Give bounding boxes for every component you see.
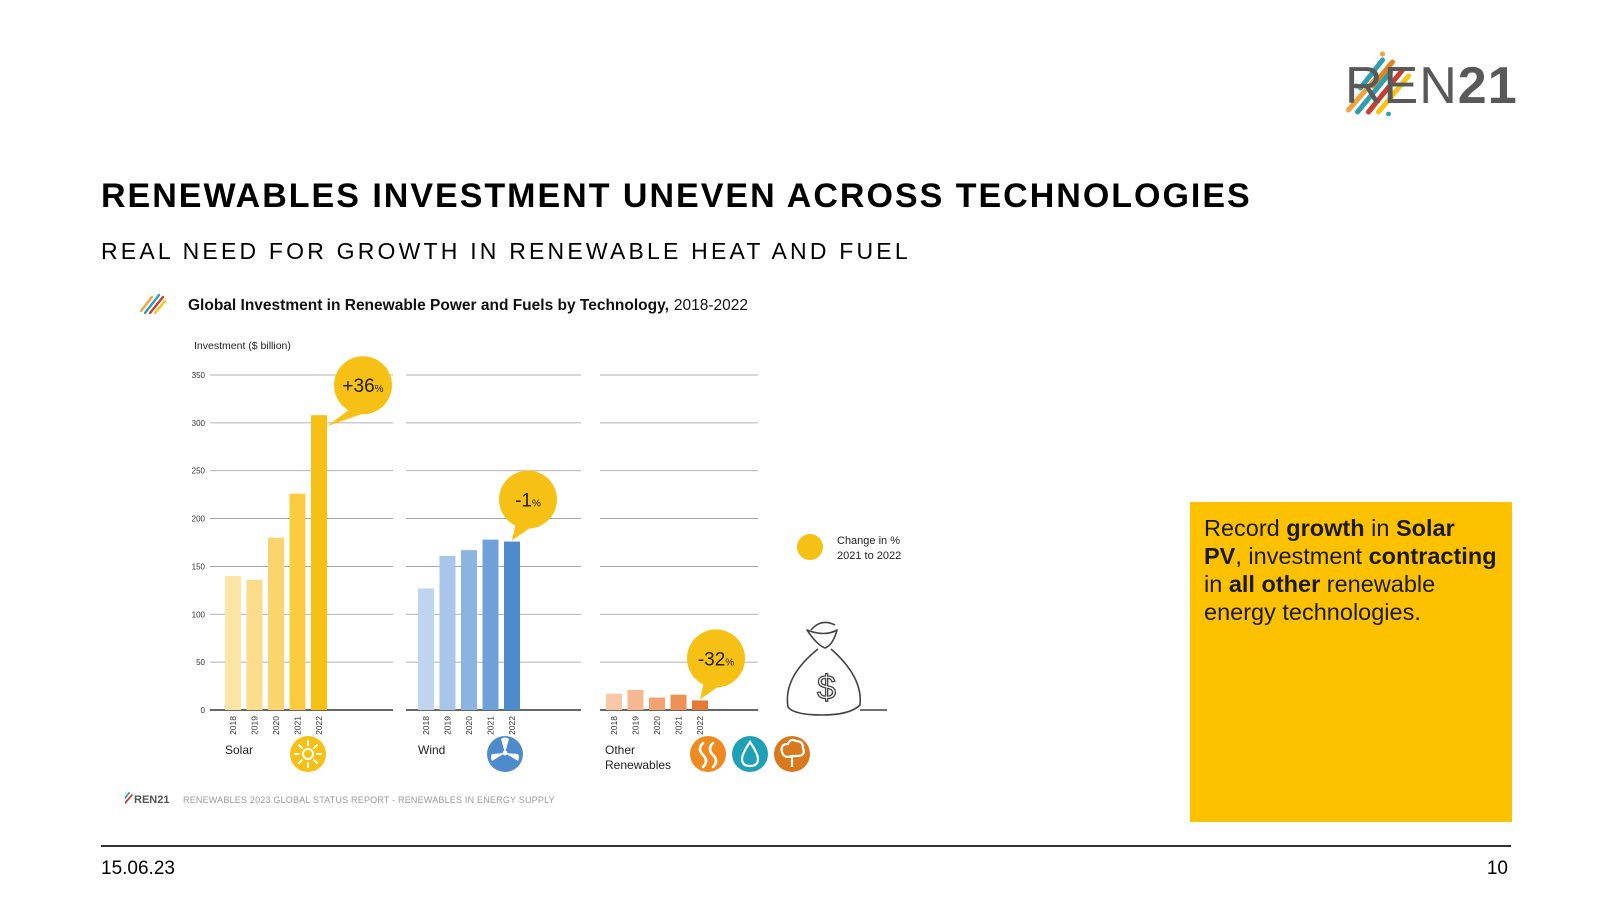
x-tick-label: 2018 [421, 716, 431, 735]
x-tick-label: 2021 [486, 716, 496, 735]
bar-solar-2018 [225, 576, 241, 710]
y-tick-label: 300 [192, 419, 206, 428]
x-tick-label: 2022 [314, 716, 324, 735]
slide-subtitle: REAL NEED FOR GROWTH IN RENEWABLE HEAT A… [101, 238, 911, 264]
bar-solar-2022 [311, 415, 327, 710]
chart-title: Global Investment in Renewable Power and… [188, 297, 748, 314]
bar-solar-2019 [246, 579, 263, 710]
source-text: RENEWABLES 2023 GLOBAL STATUS REPORT - R… [183, 795, 555, 805]
bar-wind-2022 [504, 541, 520, 710]
bar-solar-2020 [268, 537, 284, 710]
x-tick-label: 2019 [443, 716, 453, 735]
y-tick-label: 200 [192, 515, 206, 524]
y-tick-label: 0 [201, 706, 206, 715]
x-tick-label: 2018 [609, 716, 619, 735]
y-tick-label: 100 [192, 610, 206, 619]
x-tick-label: 2022 [507, 716, 517, 735]
group-label-solar: Solar [225, 743, 253, 757]
y-tick-label: 250 [192, 467, 206, 476]
sun-icon [290, 736, 326, 772]
bar-wind-2021 [482, 539, 499, 710]
change-label-solar: +36% [342, 376, 383, 397]
bar-other-2022 [692, 700, 708, 710]
x-tick-label: 2022 [695, 716, 705, 735]
y-axis-label: Investment ($ billion) [194, 340, 291, 352]
heat-icon [690, 736, 726, 772]
legend-marker [797, 534, 823, 560]
key-finding-callout: Record growth in Solar PV, investment co… [1190, 502, 1512, 822]
group-label-wind: Wind [418, 743, 445, 757]
x-tick-label: 2020 [464, 716, 474, 735]
wind-turbine-icon [487, 736, 523, 772]
ren21-logo-text: REN21 [1345, 57, 1518, 115]
biomass-icon [774, 736, 810, 772]
y-tick-label: 50 [196, 658, 205, 667]
source-logo-icon [125, 792, 133, 804]
svg-text:$: $ [817, 669, 836, 707]
source-logo-text: REN21 [134, 794, 169, 806]
change-bubble-solar [334, 356, 392, 415]
investment-bar-chart: Global Investment in Renewable Power and… [125, 293, 901, 806]
page-number: 10 [1486, 858, 1508, 879]
ren21-logo-icon [1346, 51, 1411, 116]
change-bubble-other [687, 629, 745, 688]
water-drop-icon [732, 736, 768, 772]
change-bubble-wind [499, 470, 557, 529]
change-label-other: -32% [698, 649, 734, 670]
legend-line-2: 2021 to 2022 [837, 550, 901, 562]
bar-wind-2020 [461, 550, 477, 710]
footer-date: 15.06.23 [101, 858, 175, 879]
x-tick-label: 2021 [674, 716, 684, 735]
bar-other-2021 [670, 694, 687, 710]
footer-divider [101, 845, 1511, 847]
chart-title-icon [139, 293, 167, 315]
change-label-wind: -1% [515, 491, 541, 512]
slide-title: RENEWABLES INVESTMENT UNEVEN ACROSS TECH… [101, 177, 1252, 215]
x-tick-label: 2019 [631, 716, 641, 735]
x-tick-label: 2019 [250, 716, 260, 735]
y-tick-label: 350 [192, 371, 206, 380]
bar-other-2018 [606, 693, 622, 710]
bar-wind-2019 [439, 555, 456, 710]
group-label-other-line2: Renewables [605, 758, 671, 772]
x-tick-label: 2021 [293, 716, 303, 735]
legend-line-1: Change in % [837, 535, 900, 547]
y-tick-label: 150 [192, 562, 206, 571]
x-tick-label: 2020 [652, 716, 662, 735]
money-bag-icon: $ [786, 621, 887, 716]
bar-other-2020 [649, 697, 665, 710]
bar-other-2019 [627, 689, 644, 710]
x-tick-label: 2018 [228, 716, 238, 735]
bar-solar-2021 [289, 493, 306, 710]
x-tick-label: 2020 [271, 716, 281, 735]
bar-wind-2018 [418, 588, 434, 710]
group-label-other: Other [605, 743, 635, 757]
